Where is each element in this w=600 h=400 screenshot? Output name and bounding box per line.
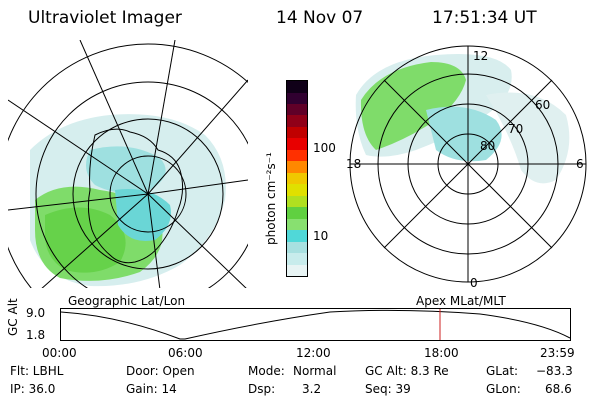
mlat-label-80: 80 [480,139,495,153]
colorbar-swatch [287,184,307,196]
seq-status: Seq: 39 [365,382,411,396]
dsp-value: 3.2 [302,382,322,396]
apex-mlat-label: Apex MLat/MLT [416,294,506,308]
colorbar-swatch [287,218,307,231]
colorbar-swatch [287,149,307,162]
glat-value: −83.3 [536,364,573,378]
mlat-label-70: 70 [508,122,523,136]
date-label: 14 Nov 07 [276,8,364,28]
mlt-label-12: 12 [473,49,488,63]
altitude-timeline [60,308,571,341]
mlt-label-0: 0 [470,276,478,290]
time-tick-1: 06:00 [168,346,203,360]
geo-latlon-label: Geographic Lat/Lon [68,294,186,308]
instrument-title: Ultraviolet Imager [28,8,182,28]
colorbar-swatch [287,161,307,173]
polar-mlt-map: 12 18 6 0 60 70 80 [346,45,587,290]
colorbar-swatch [287,230,307,242]
colorbar-swatch [287,81,307,93]
colorbar-swatch [287,138,307,150]
colorbar-swatch [287,195,307,208]
colorbar-tick-100: 100 [313,141,336,155]
time-tick-2: 12:00 [296,346,331,360]
gc-alt-min: 1.8 [26,328,46,342]
colorbar-swatch [287,172,307,185]
door-status: Door: Open [126,364,195,378]
gain-status: Gain: 14 [126,382,177,396]
colorbar-swatch [287,115,307,127]
colorbar-swatch [287,241,307,254]
mlt-label-18: 18 [346,157,361,171]
glon-value: 68.6 [545,382,572,396]
glon-label: GLon: [486,382,521,396]
filter-status: Flt: LBHL [10,364,64,378]
color-bar [286,80,308,277]
geographic-map [8,40,248,288]
gc-alt-max: 9.0 [26,306,46,320]
mode-label: Mode: [248,364,285,378]
time-tick-4: 23:59 [540,346,575,360]
ip-status: IP: 36.0 [10,382,56,396]
colorbar-swatch [287,103,307,116]
dsp-label: Dsp: [248,382,276,396]
colorbar-tick-10: 10 [313,229,329,243]
time-tick-0: 00:00 [42,346,77,360]
gc-alt-status: GC Alt: 8.3 Re [365,364,449,378]
time-tick-3: 18:00 [424,346,459,360]
colorbar-swatch [287,264,307,276]
colorbar-swatch [287,207,307,219]
colorbar-swatch [287,92,307,104]
colorbar-unit-label: photon cm⁻²s⁻¹ [264,152,278,245]
mlat-label-60: 60 [535,98,550,112]
glat-label: GLat: [486,364,519,378]
time-label: 17:51:34 UT [432,8,537,28]
gc-alt-axis-label: GC Alt [6,298,20,336]
mlt-label-6: 6 [576,157,584,171]
mode-value: Normal [293,364,337,378]
colorbar-swatch [287,253,307,265]
colorbar-swatch [287,126,307,139]
